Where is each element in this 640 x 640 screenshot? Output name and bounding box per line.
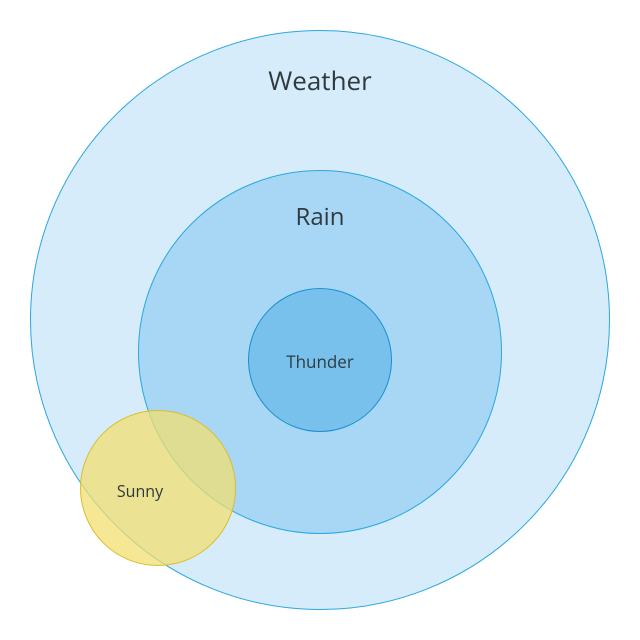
rain-label: Rain [296,200,345,233]
sunny-label: Sunny [117,480,163,502]
weather-label: Weather [268,62,372,98]
venn-diagram: Weather Rain Thunder Sunny [0,0,640,640]
thunder-label: Thunder [286,350,354,373]
